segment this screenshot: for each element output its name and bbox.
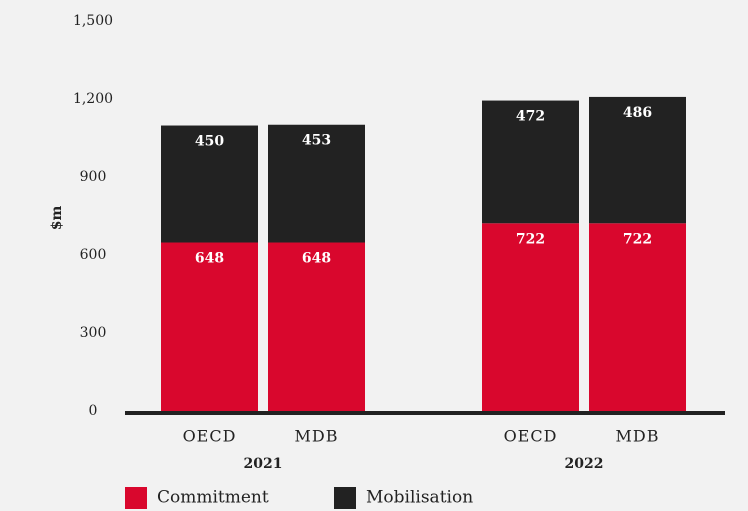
value-label: 648	[195, 251, 224, 267]
group-label: 2022	[565, 456, 604, 472]
x-tick-label: MDB	[616, 427, 660, 446]
value-label: 453	[302, 133, 331, 149]
y-tick-label: 300	[80, 325, 107, 341]
x-tick-label: MDB	[295, 427, 339, 446]
legend-swatch	[125, 487, 147, 509]
bar-segment	[589, 223, 686, 411]
y-axis-label: $m	[49, 206, 65, 231]
bar-segment	[161, 242, 258, 411]
value-label: 722	[516, 231, 545, 247]
value-label: 722	[623, 231, 652, 247]
legend-label: Mobilisation	[366, 488, 473, 508]
value-label: 648	[302, 251, 331, 267]
y-tick-label: 1,200	[73, 91, 113, 107]
bar-segment	[589, 96, 686, 224]
group-label: 2021	[244, 456, 283, 472]
x-tick-label: OECD	[504, 427, 558, 446]
bar-segment	[161, 125, 258, 243]
bar-segment	[482, 223, 579, 411]
value-label: 486	[623, 105, 652, 121]
bar-segment	[268, 242, 365, 411]
x-tick-label: OECD	[183, 427, 237, 446]
y-tick-label: 600	[80, 247, 107, 263]
y-tick-label: 1,500	[73, 13, 113, 29]
bar-segment	[482, 100, 579, 224]
legend-label: Commitment	[157, 488, 269, 508]
bar-segment	[268, 124, 365, 243]
value-label: 472	[516, 109, 545, 125]
y-tick-label: 0	[89, 403, 98, 419]
y-tick-label: 900	[80, 169, 107, 185]
legend-swatch	[334, 487, 356, 509]
value-label: 450	[195, 134, 224, 150]
